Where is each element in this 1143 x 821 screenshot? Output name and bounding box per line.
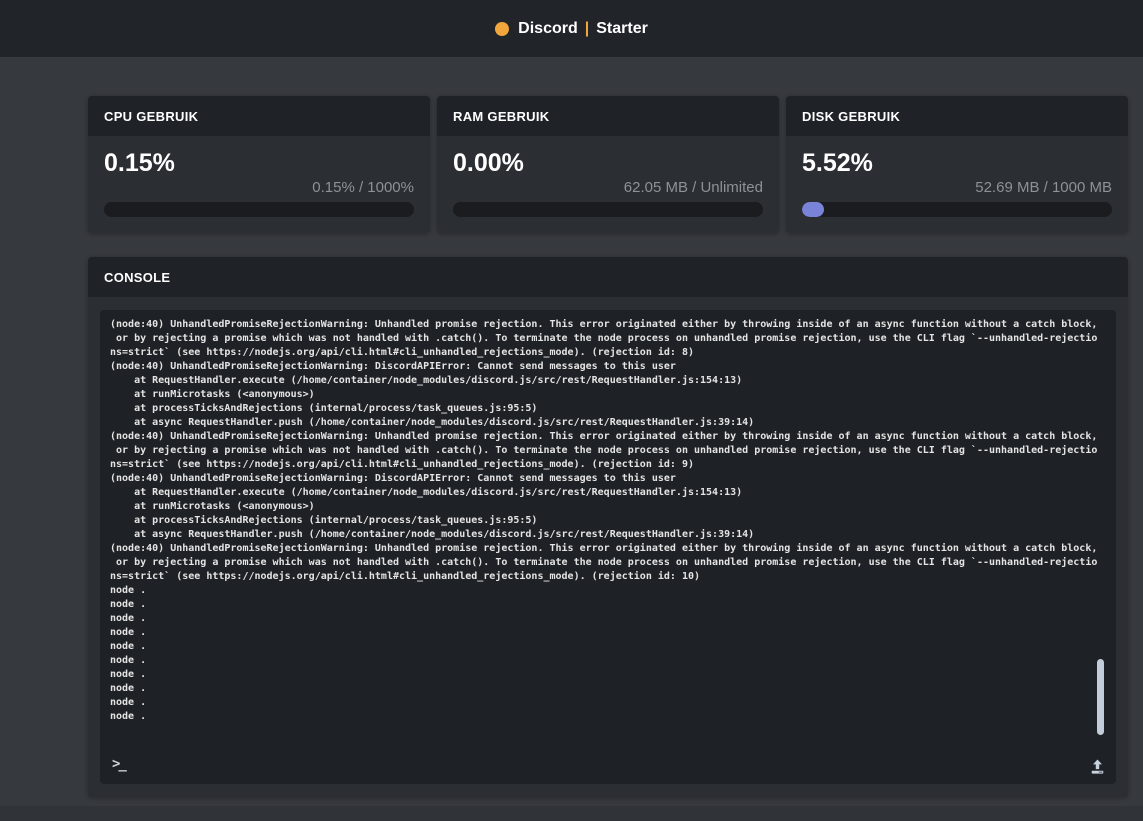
console-line: (node:40) UnhandledPromiseRejectionWarni… xyxy=(110,361,676,372)
footer-bar xyxy=(0,806,1143,821)
console-line: node . xyxy=(110,627,147,638)
console-line: ns=strict` (see https://nodejs.org/api/c… xyxy=(110,459,694,470)
cpu-progress-bar xyxy=(104,202,414,217)
topbar: Discord | Starter xyxy=(0,0,1143,57)
console-card: CONSOLE (node:40) UnhandledPromiseReject… xyxy=(88,257,1128,797)
disk-card-body: 5.52% 52.69 MB / 1000 MB xyxy=(786,136,1128,233)
ram-card-title: RAM GEBRUIK xyxy=(453,108,550,124)
console-line: node . xyxy=(110,669,147,680)
status-dot-icon xyxy=(495,21,510,36)
console-line: node . xyxy=(110,641,147,652)
plan-name: Starter xyxy=(596,19,648,37)
console-line: or by rejecting a promise which was not … xyxy=(110,333,1098,344)
console-card-body: (node:40) UnhandledPromiseRejectionWarni… xyxy=(88,297,1128,797)
ram-usage-detail: 62.05 MB / Unlimited xyxy=(623,179,763,196)
console-line: at RequestHandler.execute (/home/contain… xyxy=(110,375,743,386)
disk-progress-fill xyxy=(802,202,824,217)
console-line: at async RequestHandler.push (/home/cont… xyxy=(110,529,755,540)
server-name: Discord xyxy=(518,19,578,37)
command-input[interactable]: >_ xyxy=(112,756,127,772)
console-terminal[interactable]: (node:40) UnhandledPromiseRejectionWarni… xyxy=(100,310,1116,784)
disk-usage-detail: 52.69 MB / 1000 MB xyxy=(975,179,1112,196)
ram-card-header: RAM GEBRUIK xyxy=(437,96,779,136)
console-line: at runMicrotasks (<anonymous>) xyxy=(110,389,315,400)
console-line: node . xyxy=(110,599,147,610)
ram-percent-value: 0.00% xyxy=(453,149,524,177)
console-line: (node:40) UnhandledPromiseRejectionWarni… xyxy=(110,319,1098,330)
main-content: CPU GEBRUIK 0.15% 0.15% / 1000% RAM GEBR… xyxy=(88,96,1128,797)
console-line: at processTicksAndRejections (internal/p… xyxy=(110,515,538,526)
console-line: node . xyxy=(110,697,147,708)
upload-icon xyxy=(1091,759,1103,774)
ram-progress-bar xyxy=(453,202,763,217)
disk-card-title: DISK GEBRUIK xyxy=(802,108,901,124)
upload-button[interactable] xyxy=(1088,757,1106,775)
disk-usage-card: DISK GEBRUIK 5.52% 52.69 MB / 1000 MB xyxy=(786,96,1128,233)
console-line: at RequestHandler.execute (/home/contain… xyxy=(110,487,743,498)
ram-usage-card: RAM GEBRUIK 0.00% 62.05 MB / Unlimited xyxy=(437,96,779,233)
console-card-header: CONSOLE xyxy=(88,257,1128,297)
console-line: (node:40) UnhandledPromiseRejectionWarni… xyxy=(110,431,1098,442)
cpu-card-title: CPU GEBRUIK xyxy=(104,108,199,124)
disk-percent-value: 5.52% xyxy=(802,149,873,177)
disk-card-header: DISK GEBRUIK xyxy=(786,96,1128,136)
console-line: node . xyxy=(110,613,147,624)
cpu-percent-value: 0.15% xyxy=(104,149,175,177)
page-title: Discord | Starter xyxy=(518,20,648,38)
console-line: ns=strict` (see https://nodejs.org/api/c… xyxy=(110,571,701,582)
cpu-card-header: CPU GEBRUIK xyxy=(88,96,430,136)
console-line: node . xyxy=(110,655,147,666)
console-line: (node:40) UnhandledPromiseRejectionWarni… xyxy=(110,473,676,484)
console-line: node . xyxy=(110,683,147,694)
cpu-card-body: 0.15% 0.15% / 1000% xyxy=(88,136,430,233)
title-separator: | xyxy=(584,19,590,37)
console-output: (node:40) UnhandledPromiseRejectionWarni… xyxy=(110,318,1106,724)
console-line: or by rejecting a promise which was not … xyxy=(110,445,1098,456)
console-line: at runMicrotasks (<anonymous>) xyxy=(110,501,315,512)
console-line: node . xyxy=(110,585,147,596)
console-scrollbar-thumb[interactable] xyxy=(1097,659,1104,735)
console-line: at processTicksAndRejections (internal/p… xyxy=(110,403,538,414)
stats-row: CPU GEBRUIK 0.15% 0.15% / 1000% RAM GEBR… xyxy=(88,96,1128,233)
ram-card-body: 0.00% 62.05 MB / Unlimited xyxy=(437,136,779,233)
console-line: or by rejecting a promise which was not … xyxy=(110,557,1098,568)
console-line: ns=strict` (see https://nodejs.org/api/c… xyxy=(110,347,694,358)
console-card-title: CONSOLE xyxy=(104,269,171,285)
disk-progress-bar xyxy=(802,202,1112,217)
cpu-usage-card: CPU GEBRUIK 0.15% 0.15% / 1000% xyxy=(88,96,430,233)
console-line: (node:40) UnhandledPromiseRejectionWarni… xyxy=(110,543,1098,554)
cpu-usage-detail: 0.15% / 1000% xyxy=(312,179,414,196)
console-line: node . xyxy=(110,711,147,722)
console-line: at async RequestHandler.push (/home/cont… xyxy=(110,417,755,428)
